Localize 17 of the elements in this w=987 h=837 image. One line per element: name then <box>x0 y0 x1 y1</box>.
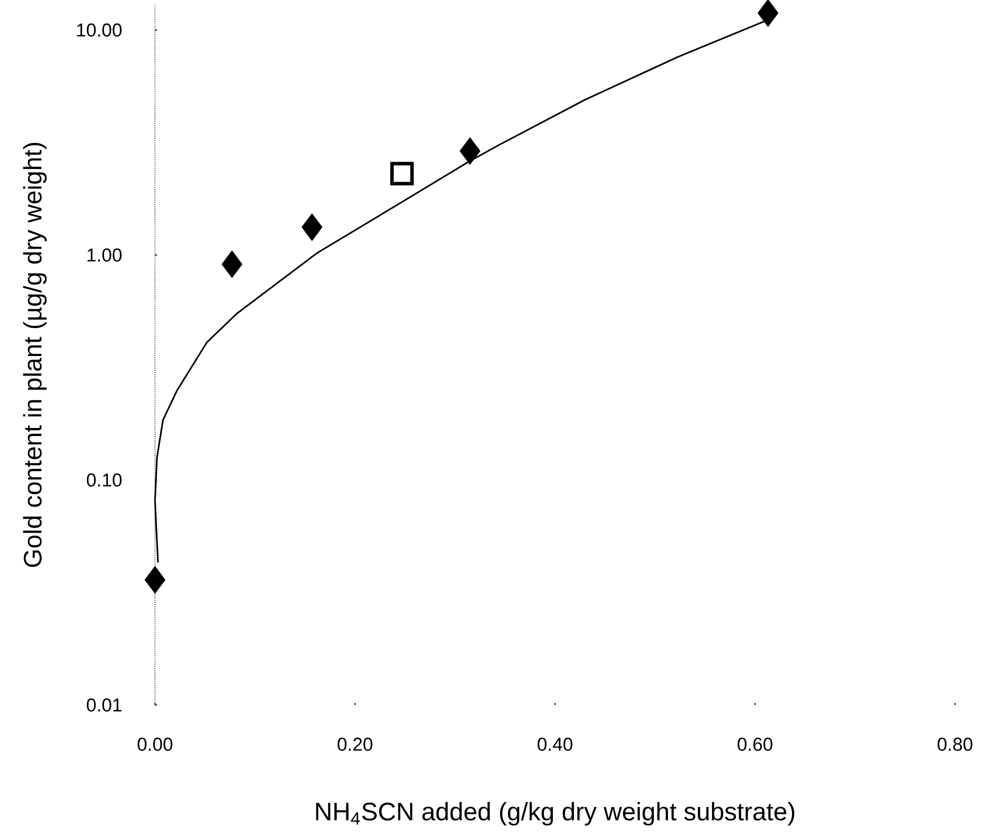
point <box>460 138 480 164</box>
y-axis-title: Gold content in plant (µg/g dry weight) <box>23 142 47 567</box>
point <box>145 567 165 593</box>
x-tick-label: 0.80 <box>938 738 972 751</box>
x-tick-label: 0.40 <box>538 738 572 751</box>
point <box>302 214 322 240</box>
x-tick-label: 0.20 <box>338 738 372 751</box>
point <box>390 162 414 186</box>
x-tick-label: 0.00 <box>138 738 172 751</box>
y-tick-label: 0.10 <box>86 473 122 487</box>
x-axis-title: NH$_{4}$SCN added (g/kg dry weight substrate) <box>316 802 794 826</box>
point <box>758 0 778 26</box>
x-tick-label: 0.60 <box>738 738 772 751</box>
y-tick-label: 1.00 <box>88 248 122 262</box>
y-tick-label: 0.01 <box>86 698 122 712</box>
point <box>222 251 242 277</box>
y-tick-label: 10.00 <box>77 23 122 37</box>
